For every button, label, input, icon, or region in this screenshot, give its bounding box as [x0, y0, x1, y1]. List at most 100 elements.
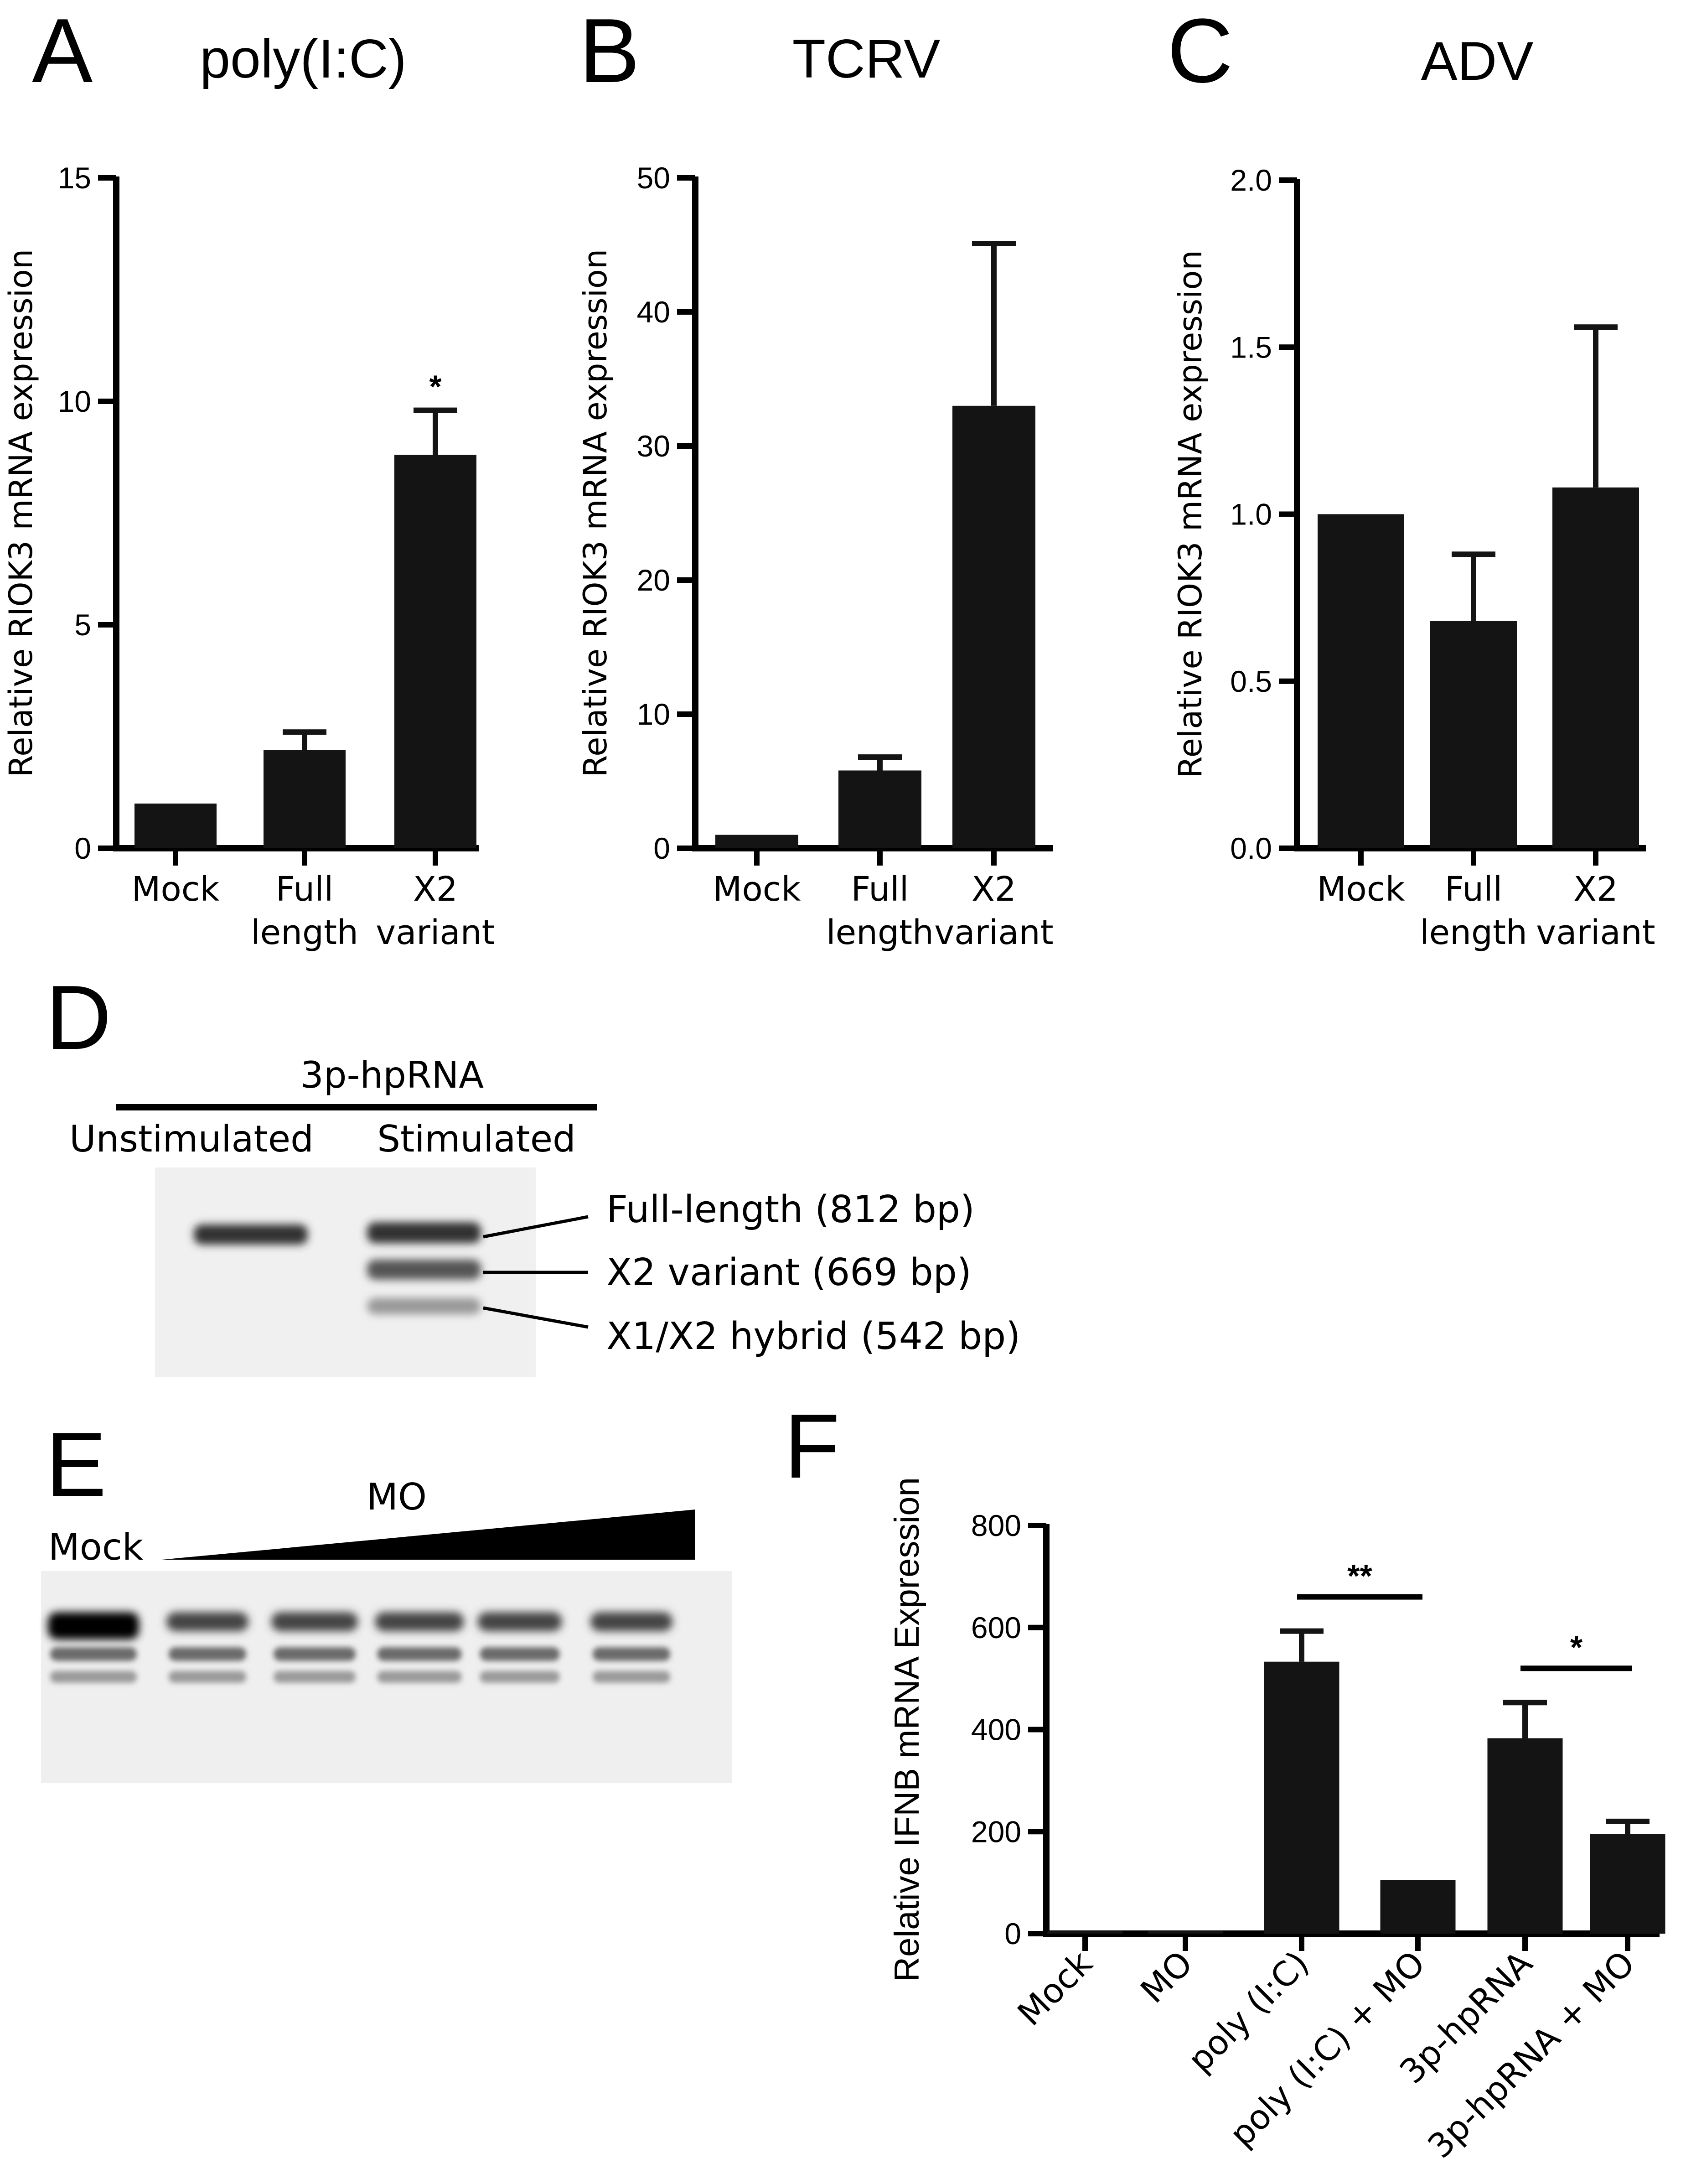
chart-f-y-tick-label: 200 [971, 1815, 1021, 1848]
gel-e-band-upper [375, 1612, 464, 1631]
chart-c: ADV 0.0 0.5 1.0 1.5 2.0 Relative RIOK3 mRNA ex… [1172, 31, 1655, 952]
chart-f-sig-label: * [1570, 1629, 1583, 1665]
chart-f-bar [1264, 1661, 1339, 1934]
chart-a-y-tick-label: 15 [58, 161, 91, 195]
chart-f-y-tick-label: 400 [971, 1713, 1021, 1747]
panel-letter-b: B [579, 0, 640, 102]
chart-b-category-label: X2 [972, 870, 1016, 909]
chart-f-y-tick-label: 0 [1004, 1917, 1021, 1951]
chart-f-y-tick-label: 800 [971, 1509, 1021, 1542]
gel-e-band-lower [593, 1671, 670, 1683]
panel-letter-a: A [32, 0, 93, 102]
gel-e-band-upper [166, 1612, 248, 1631]
gel-e-band-middle [593, 1647, 670, 1661]
chart-f-bar [1047, 1931, 1123, 1934]
gel-e-band-upper [590, 1612, 672, 1631]
gel-e-mock-label: Mock [48, 1526, 144, 1568]
gel-d-lane-stimulated: Stimulated [377, 1118, 576, 1160]
gel-e-band-middle [50, 1647, 137, 1661]
chart-c-y-tick-label: 1.5 [1230, 330, 1272, 364]
chart-a-y-tick-label: 5 [74, 608, 91, 642]
chart-f: 0 200 400 600 800 Relative IFNB mRNA Expressi… [888, 1477, 1665, 2166]
gel-e-band-middle [274, 1647, 356, 1661]
chart-b-category-label: Mock [713, 870, 801, 909]
chart-f-bar [1590, 1834, 1665, 1934]
chart-c-y-tick-label: 0.0 [1230, 831, 1272, 865]
gel-e: MO Mock [41, 1476, 732, 1783]
chart-f-bar [1380, 1880, 1456, 1934]
chart-b-y-tick-label: 50 [637, 161, 670, 195]
chart-c-y-tick-label: 2.0 [1230, 163, 1272, 197]
gel-d-band-stim-x2 [367, 1260, 481, 1280]
chart-a-bar [134, 804, 217, 848]
gel-d-lane-unstimulated: Unstimulated [69, 1118, 314, 1160]
panel-letter-e: E [46, 1414, 106, 1515]
chart-a-category-label: Mock [132, 870, 220, 909]
gel-d: 3p-hpRNA Unstimulated Stimulated Full-le… [69, 1054, 1020, 1377]
gel-d-leader-hybrid [483, 1306, 589, 1329]
chart-c-y-tick-label: 1.0 [1230, 498, 1272, 531]
chart-a-bar [264, 750, 346, 848]
chart-b-y-tick-label: 30 [637, 429, 670, 463]
gel-e-mo-label: MO [367, 1476, 427, 1518]
gel-e-mo-gradient-wedge [162, 1510, 695, 1560]
chart-c-y-tick-label: 0.5 [1230, 664, 1272, 698]
gel-e-band-upper [48, 1612, 139, 1639]
chart-f-y-tick-label: 600 [971, 1611, 1021, 1644]
panel-letter-d: D [46, 967, 111, 1069]
chart-b-y-tick-label: 40 [637, 295, 670, 329]
chart-c-title: ADV [1421, 31, 1534, 92]
chart-f-bar [1487, 1738, 1563, 1934]
chart-a-bar [394, 455, 476, 848]
gel-d-band-label-x2: X2 variant (669 bp) [606, 1251, 972, 1294]
chart-a-y-tick-label: 0 [74, 831, 91, 865]
chart-f-y-label: Relative IFNB mRNA Expression [888, 1477, 926, 1982]
chart-c-category-label: length [1420, 913, 1527, 952]
gel-e-band-lower [169, 1671, 246, 1683]
gel-e-band-middle [377, 1647, 462, 1661]
gel-d-title: 3p-hpRNA [300, 1054, 484, 1096]
gel-d-band-unstim-full [194, 1224, 308, 1245]
chart-f-bar [1148, 1931, 1223, 1934]
chart-b-bar [838, 770, 921, 848]
chart-f-category-label: Mock [1010, 1944, 1100, 2034]
chart-f-category-label: MO [1133, 1944, 1200, 2011]
chart-c-category-label: X2 [1573, 870, 1618, 909]
chart-a-category-label: X2 [413, 870, 458, 909]
gel-d-band-stim-full [367, 1222, 481, 1243]
chart-a-y-label: Relative RIOK3 mRNA expression [2, 249, 40, 778]
chart-c-bar [1552, 487, 1639, 848]
chart-b-category-label: variant [934, 913, 1053, 952]
gel-d-band-label-full: Full-length (812 bp) [606, 1188, 975, 1231]
chart-b: TCRV 0 10 20 30 40 50 Relative RIOK3 mRNA expre… [577, 28, 1054, 952]
panel-letter-c: C [1167, 0, 1233, 102]
chart-a-significance: * [429, 369, 442, 405]
gel-e-band-middle [480, 1647, 560, 1661]
gel-e-band-lower [50, 1671, 137, 1683]
gel-e-band-lower [274, 1671, 356, 1683]
gel-e-band-middle [169, 1647, 246, 1661]
gel-e-lanes [48, 1612, 672, 1683]
chart-a-category-label: variant [376, 913, 495, 952]
chart-c-category-label: Full [1445, 870, 1503, 909]
panel-letter-f: F [784, 1395, 840, 1497]
chart-b-y-tick-label: 10 [637, 697, 670, 731]
chart-c-y-label: Relative RIOK3 mRNA expression [1172, 250, 1209, 778]
chart-b-category-label: Full [851, 870, 909, 909]
chart-a-title: poly(I:C) [200, 28, 406, 89]
chart-c-category-label: variant [1536, 913, 1655, 952]
gel-e-band-lower [480, 1671, 560, 1683]
chart-a-y-tick-label: 10 [58, 384, 91, 418]
chart-b-bar [715, 835, 798, 848]
gel-e-band-upper [271, 1612, 358, 1631]
chart-b-y-label: Relative RIOK3 mRNA expression [577, 249, 614, 778]
chart-c-bar [1318, 514, 1404, 848]
gel-e-band-lower [377, 1671, 462, 1683]
chart-b-category-label: length [826, 913, 934, 952]
chart-a: poly(I:C) 0 5 10 15 Relative RIOK3 mRNA expre… [2, 28, 495, 952]
chart-f-category-label: poly (I:C) + MO [1222, 1944, 1433, 2154]
gel-d-leader-full [483, 1215, 589, 1239]
chart-f-sig-label: ** [1347, 1558, 1372, 1594]
chart-a-category-label: Full [276, 870, 334, 909]
